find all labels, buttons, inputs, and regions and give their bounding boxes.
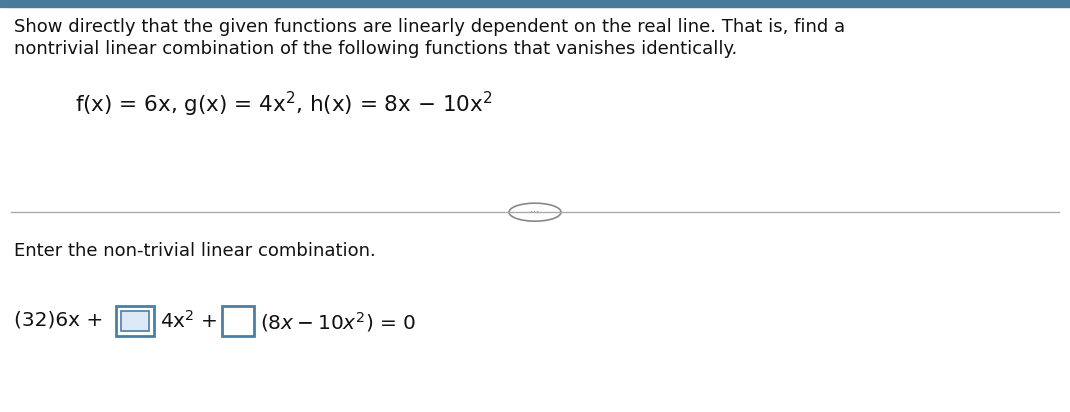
Text: ⋅⋅⋅: ⋅⋅⋅ [531, 207, 539, 217]
Text: nontrivial linear combination of the following functions that vanishes identical: nontrivial linear combination of the fol… [14, 40, 737, 58]
Text: 4x$^{2}$ +: 4x$^{2}$ + [160, 310, 217, 332]
Text: (32)6x +: (32)6x + [14, 310, 109, 329]
FancyBboxPatch shape [116, 306, 154, 336]
FancyBboxPatch shape [121, 311, 149, 331]
Ellipse shape [509, 203, 561, 221]
Text: Show directly that the given functions are linearly dependent on the real line. : Show directly that the given functions a… [14, 18, 845, 36]
Text: $(8x-10x^{2})$ = 0: $(8x-10x^{2})$ = 0 [260, 310, 416, 334]
Bar [0, 0, 1070, 7]
Text: f(x) = 6x, g(x) = 4x$^{2}$, h(x) = 8x $-$ 10x$^{2}$: f(x) = 6x, g(x) = 4x$^{2}$, h(x) = 8x $-… [75, 90, 492, 119]
FancyBboxPatch shape [221, 306, 254, 336]
Text: Enter the non-trivial linear combination.: Enter the non-trivial linear combination… [14, 242, 376, 260]
